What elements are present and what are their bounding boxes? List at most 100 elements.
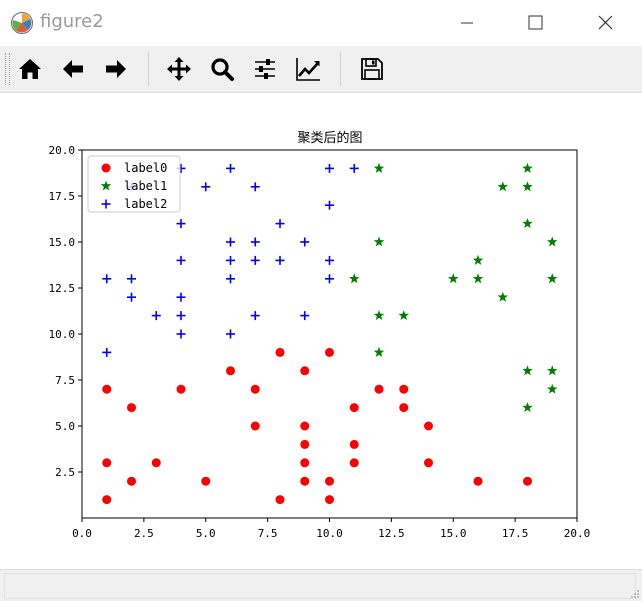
label2-point: [300, 311, 310, 321]
edit-axis-button[interactable]: [292, 53, 324, 85]
line-chart-icon: [296, 58, 320, 81]
label0-point: [399, 384, 409, 394]
x-tick-label: 0.0: [72, 527, 92, 540]
label1-point: [522, 162, 533, 173]
label2-point: [325, 255, 334, 265]
label1-point: [547, 383, 558, 394]
configure-subplots-button[interactable]: [249, 53, 281, 85]
label2-point: [250, 255, 260, 265]
home-icon: [19, 59, 41, 79]
label2-point: [127, 274, 136, 284]
toolbar-separator: [340, 52, 341, 86]
toolbar-grip[interactable]: [5, 53, 10, 85]
label0-point: [127, 476, 136, 486]
maximize-button[interactable]: [512, 8, 558, 38]
label2-point: [250, 237, 260, 247]
floppy-disk-icon: [361, 58, 383, 80]
label0-point: [127, 403, 136, 413]
label1-point: [547, 365, 558, 376]
legend-label: label2: [124, 197, 167, 211]
label1-point: [522, 181, 533, 192]
label0-point: [300, 421, 310, 431]
label2-point: [226, 329, 235, 339]
status-bar: [0, 569, 642, 601]
label2-point: [275, 255, 285, 265]
label1-point: [522, 218, 533, 229]
minimize-button[interactable]: [444, 8, 490, 38]
close-button[interactable]: [582, 8, 628, 38]
label1-point: [448, 273, 459, 284]
legend-label: label1: [124, 179, 167, 193]
label1-point: [497, 181, 508, 192]
maximize-icon: [528, 15, 543, 30]
label2-point: [226, 255, 235, 265]
x-tick-label: 15.0: [440, 527, 467, 540]
label0-point: [300, 476, 310, 486]
label2-point: [250, 182, 260, 192]
y-tick-label: 17.5: [49, 190, 76, 203]
label0-point: [374, 384, 384, 394]
label0-point: [523, 476, 532, 486]
label0-point: [424, 421, 433, 431]
label0-point: [325, 495, 334, 505]
navigation-toolbar: [0, 46, 642, 93]
back-button[interactable]: [57, 53, 89, 85]
forward-button[interactable]: [100, 53, 132, 85]
label2-point: [176, 329, 186, 339]
label1-point: [497, 291, 508, 302]
label1-point: [373, 346, 385, 357]
label0-point: [102, 495, 112, 505]
label0-point: [424, 458, 433, 468]
label2-point: [102, 274, 112, 284]
figure-canvas[interactable]: 聚类后的图 0.0 2.5 5.0 7.5 10.0 12.5 15.0 17.5 20.0 2.…: [0, 93, 642, 569]
label2-point: [176, 311, 186, 321]
pan-button[interactable]: [163, 53, 195, 85]
label0-point: [201, 476, 211, 486]
legend-label: label0: [124, 161, 167, 175]
label0-point: [250, 384, 260, 394]
label2-point: [176, 255, 186, 265]
toolbar-separator: [148, 52, 149, 86]
label0-point: [300, 458, 310, 468]
y-tick-label: 2.5: [55, 466, 75, 479]
label0-point: [275, 495, 285, 505]
x-tick-label: 20.0: [564, 527, 591, 540]
label0-point: [176, 384, 186, 394]
zoom-button[interactable]: [206, 53, 238, 85]
label0-point: [151, 458, 161, 468]
x-tick-label: 10.0: [316, 527, 343, 540]
label2-point: [127, 292, 136, 302]
label2-point: [176, 292, 186, 302]
label2-point: [226, 237, 235, 247]
x-tick-label: 7.5: [258, 527, 278, 540]
label0-point: [300, 439, 310, 449]
scatter-chart[interactable]: 聚类后的图 0.0 2.5 5.0 7.5 10.0 12.5 15.0 17.5 20.0 2.…: [0, 93, 642, 569]
magnifier-icon: [211, 58, 234, 81]
label1-point: [349, 273, 360, 284]
y-tick-label: 15.0: [49, 236, 76, 249]
label2-point: [151, 311, 161, 321]
label0-point: [250, 421, 260, 431]
label2-point: [349, 163, 359, 173]
legend-box: [87, 155, 181, 213]
save-button[interactable]: [356, 53, 388, 85]
y-tick-label: 12.5: [49, 282, 76, 295]
resize-grip-icon[interactable]: [630, 589, 640, 599]
y-tick-label: 20.0: [49, 144, 76, 157]
label0-point: [349, 458, 359, 468]
window-titlebar: figure2: [0, 0, 642, 46]
label0-point: [275, 347, 285, 357]
label2-point: [102, 347, 112, 357]
y-tick-label: 5.0: [55, 420, 75, 433]
status-message-area: [4, 573, 636, 599]
legend-marker-label2: [101, 199, 111, 209]
minimize-icon: [461, 22, 473, 24]
x-tick-label: 12.5: [378, 527, 405, 540]
label2-point: [325, 274, 334, 284]
window-title: figure2: [40, 11, 104, 32]
label2-point: [325, 200, 334, 210]
home-button[interactable]: [14, 53, 46, 85]
move-icon: [167, 57, 191, 81]
label1-point: [522, 402, 533, 413]
label2-point: [201, 182, 211, 192]
